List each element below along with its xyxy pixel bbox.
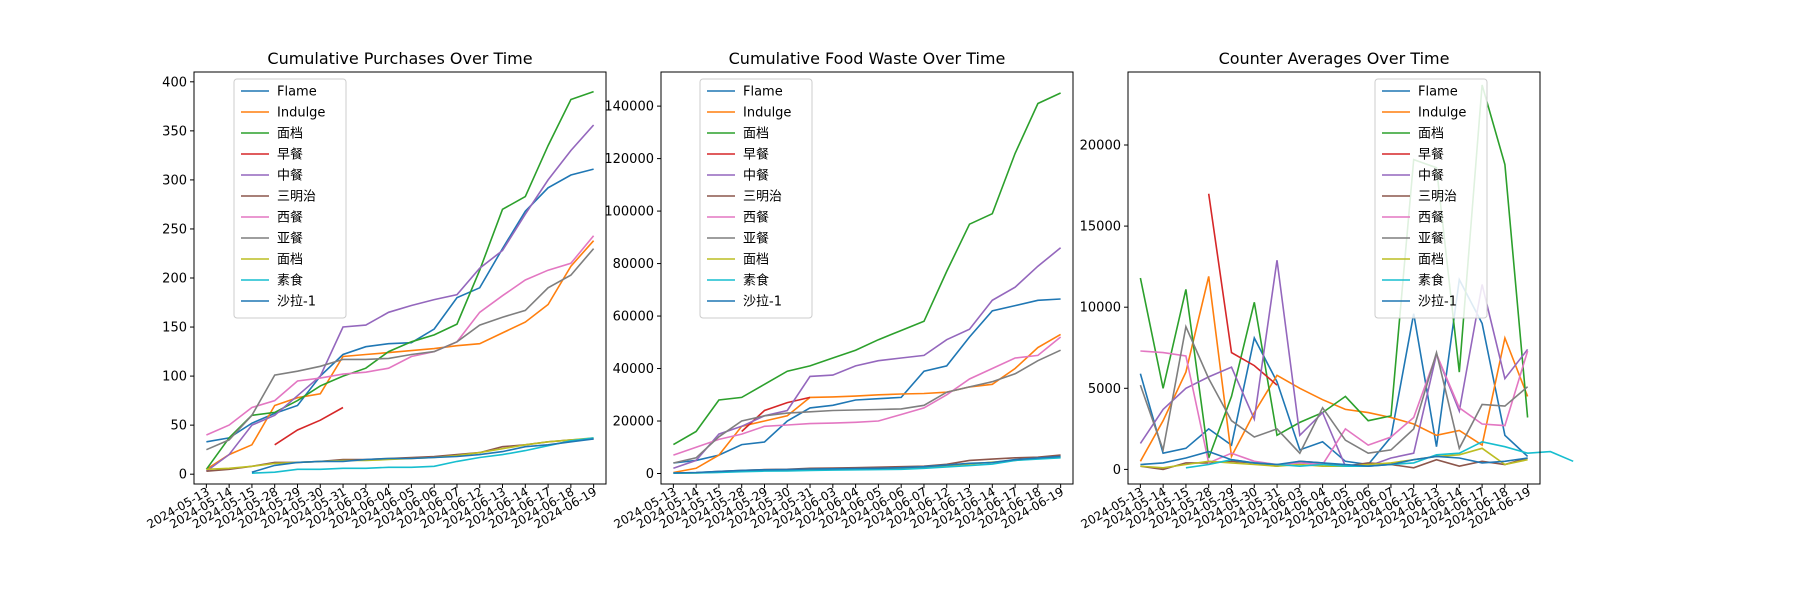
legend-label: 早餐 <box>1418 147 1444 163</box>
legend-label: Flame <box>743 85 783 100</box>
legend-label: 亚餐 <box>277 231 303 247</box>
series-line-8 <box>206 248 595 451</box>
y-tick-label: 300 <box>162 173 187 188</box>
legend-label: 早餐 <box>743 147 769 163</box>
y-tick-label: 60000 <box>613 310 654 325</box>
y-tick-label: 15000 <box>1080 220 1121 235</box>
y-tick-label: 50 <box>170 419 187 434</box>
series-line-11 <box>251 438 594 473</box>
y-tick-label: 140000 <box>604 100 654 115</box>
legend-label: 西餐 <box>1418 210 1444 226</box>
chart-panel-2: Cumulative Food Waste Over Time 0 20000 400… <box>604 49 1074 531</box>
series-line-5 <box>673 247 1062 470</box>
legend-label: 面档 <box>1418 253 1444 268</box>
y-tick-label: 0 <box>179 468 187 483</box>
plot-frame <box>660 71 1074 485</box>
y-tick-label: 5000 <box>1088 382 1121 397</box>
series-line-10 <box>673 457 1061 474</box>
y-tick-label: 400 <box>162 75 187 90</box>
series-line-3 <box>1139 84 1529 459</box>
legend-label: 沙拉-1 <box>743 295 782 310</box>
legend-label: 中餐 <box>743 168 769 184</box>
y-tick-label: 150 <box>162 321 187 336</box>
y-tick-label: 10000 <box>1080 301 1121 316</box>
series-line-11 <box>1140 450 1528 468</box>
y-tick-label: 250 <box>162 222 187 237</box>
series-line-4 <box>274 406 344 446</box>
legend-label: 亚餐 <box>743 231 769 247</box>
series-line-7 <box>673 336 1062 456</box>
legend-label: 早餐 <box>277 147 303 163</box>
series-line-2 <box>673 333 1061 474</box>
legend-label: 三明治 <box>1418 190 1457 205</box>
y-tick-label: 0 <box>1113 463 1121 478</box>
legend-label: 素食 <box>277 273 303 289</box>
legend-label: Flame <box>277 85 317 100</box>
y-tick-label: 80000 <box>613 257 654 272</box>
legend-label: 面档 <box>743 253 769 268</box>
legend-label: 西餐 <box>743 210 769 226</box>
series-line-11 <box>673 455 1061 474</box>
series-line-5 <box>205 124 595 472</box>
series-line-10 <box>251 437 594 474</box>
y-tick-label: 350 <box>162 124 187 139</box>
chart-panel-3: Counter Averages Over Time 0 5000 10000 1500… <box>1078 49 1574 531</box>
legend-label: 西餐 <box>277 210 303 226</box>
legend-label: Indulge <box>1418 106 1466 121</box>
legend-label: 面档 <box>743 127 769 142</box>
series-line-7 <box>1140 350 1529 466</box>
legend-label: 面档 <box>1418 127 1444 142</box>
chart-title: Cumulative Purchases Over Time <box>267 49 532 68</box>
y-tick-label: 20000 <box>1080 138 1121 153</box>
legend-label: 中餐 <box>277 168 303 184</box>
legend-label: Indulge <box>277 106 325 121</box>
legend-label: 素食 <box>1418 273 1444 289</box>
legend-label: Indulge <box>743 106 791 121</box>
series-line-2 <box>205 240 595 470</box>
y-tick-label: 0 <box>646 467 654 482</box>
y-tick-label: 100000 <box>604 205 654 220</box>
series-line-9 <box>206 437 594 471</box>
y-tick-label: 100 <box>162 370 187 385</box>
series-line-1 <box>673 298 1061 464</box>
legend-label: 中餐 <box>1418 168 1444 184</box>
legend-label: 面档 <box>277 253 303 268</box>
chart-panel-1: Cumulative Purchases Over Time 0 50 100 150 2… <box>144 49 607 531</box>
y-tick-label: 200 <box>162 272 187 287</box>
legend-label: 素食 <box>743 273 769 289</box>
legend-label: Flame <box>1418 85 1458 100</box>
series-line-3 <box>205 90 594 470</box>
chart-title: Cumulative Food Waste Over Time <box>729 49 1006 68</box>
legend-label: 三明治 <box>743 190 782 205</box>
series-line-9 <box>1140 447 1528 469</box>
plot-frame <box>1127 71 1541 485</box>
series-line-4 <box>1207 193 1278 386</box>
series-line-8 <box>1139 323 1529 455</box>
series-line-8 <box>673 349 1061 464</box>
legend-label: 面档 <box>277 127 303 142</box>
series-line-3 <box>673 92 1061 446</box>
legend-label: 三明治 <box>277 190 316 205</box>
y-tick-label: 40000 <box>613 362 654 377</box>
legend-label: 沙拉-1 <box>277 295 316 310</box>
legend-label: 沙拉-1 <box>1418 295 1457 310</box>
legend-label: 亚餐 <box>1418 231 1444 247</box>
y-tick-label: 20000 <box>613 415 654 430</box>
series-line-5 <box>1139 260 1529 468</box>
chart-title: Counter Averages Over Time <box>1219 49 1450 68</box>
y-tick-label: 120000 <box>604 152 654 167</box>
series-line-7 <box>206 235 595 436</box>
